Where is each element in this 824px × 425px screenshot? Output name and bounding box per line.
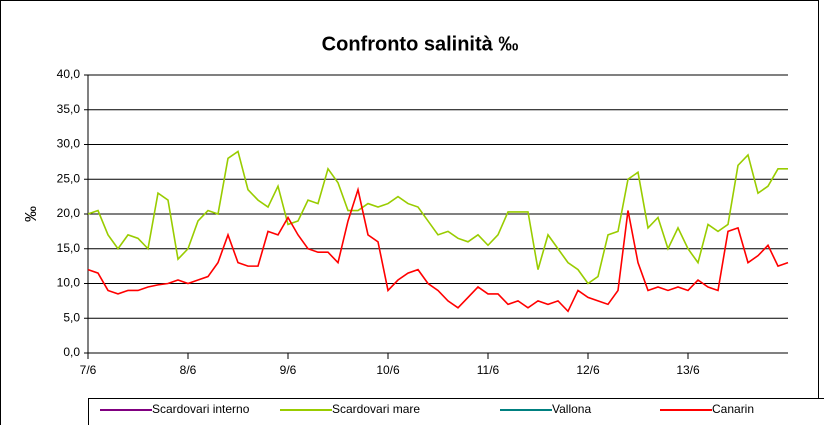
x-tick-label: 7/6 [80,363,97,377]
legend-label: Scardovari mare [332,402,420,416]
x-tick-label: 13/6 [676,363,700,377]
x-tick-label: 9/6 [280,363,297,377]
y-tick-label: 20,0 [57,206,81,220]
y-tick-label: 10,0 [57,276,81,290]
legend-label: Scardovari interno [152,402,250,416]
y-tick-label: 0,0 [63,345,80,359]
y-tick-label: 25,0 [57,171,81,185]
legend [88,398,824,425]
series-line [87,186,789,313]
legend-label: Canarin [712,402,754,416]
y-tick-label: 15,0 [57,241,81,255]
x-tick-label: 8/6 [180,363,197,377]
x-tick-label: 12/6 [576,363,600,377]
x-tick-label: 10/6 [376,363,400,377]
legend-label: Vallona [552,402,591,416]
y-axis-label: ‰ [23,206,40,222]
y-tick-label: 5,0 [63,310,80,324]
y-tick-label: 40,0 [57,67,81,81]
y-tick-label: 35,0 [57,102,81,116]
chart-title: Confronto salinità ‰ [322,33,519,55]
x-tick-label: 11/6 [477,363,500,377]
y-tick-label: 30,0 [57,137,81,151]
series-line [87,150,788,285]
